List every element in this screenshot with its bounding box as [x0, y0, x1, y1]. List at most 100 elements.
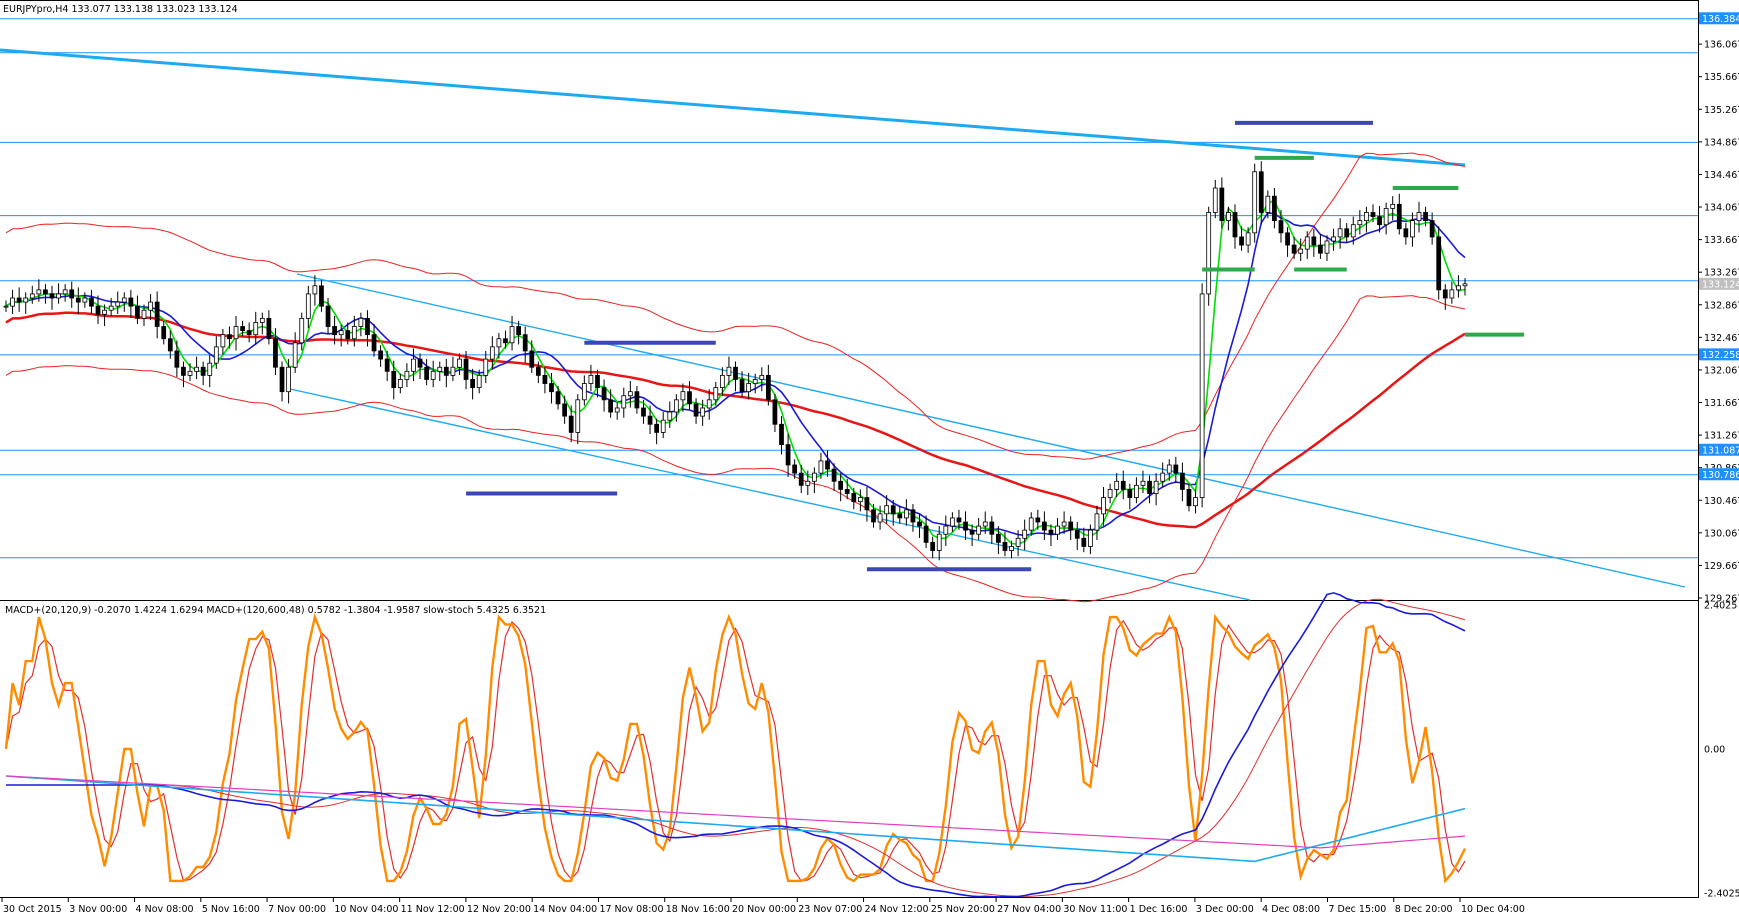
- macd-slow-signal-line: [5, 775, 1466, 849]
- candle-body: [69, 289, 75, 299]
- candle: [614, 402, 620, 420]
- candle: [43, 284, 48, 304]
- price-tag: [1699, 348, 1739, 361]
- candle-body: [220, 334, 226, 348]
- candle: [1285, 227, 1290, 257]
- candle-body: [75, 297, 81, 303]
- candle-body: [1193, 497, 1198, 507]
- macd-slow-line: [5, 775, 1466, 863]
- indicator-tick-label: 2.4025: [1704, 601, 1737, 612]
- candle: [1239, 226, 1244, 251]
- candle: [792, 459, 798, 479]
- candle: [1370, 204, 1376, 223]
- candle-body: [575, 399, 581, 433]
- candle: [207, 355, 213, 388]
- candle-body: [608, 399, 614, 413]
- candle-body: [1318, 244, 1323, 254]
- candle-body: [910, 509, 916, 523]
- candle: [411, 348, 416, 382]
- price-tick-label: 136.067: [1704, 40, 1739, 51]
- candle: [687, 381, 692, 410]
- time-tick-label: 4 Nov 08:00: [136, 904, 194, 915]
- candle-body: [1377, 216, 1382, 226]
- candle-body: [1166, 464, 1172, 474]
- candle: [246, 322, 252, 343]
- price-tag-label: 136.384: [1702, 14, 1739, 25]
- candle-body: [627, 391, 633, 397]
- candle-body: [726, 366, 732, 376]
- time-tick-label: 7 Dec 15:00: [1328, 904, 1386, 915]
- candle: [956, 509, 962, 530]
- candle-body: [595, 374, 600, 389]
- candle-body: [200, 366, 206, 376]
- candle: [1331, 228, 1336, 251]
- candle: [259, 312, 265, 335]
- candle-body: [1462, 283, 1468, 287]
- candle-body: [430, 370, 436, 380]
- candle: [673, 394, 679, 422]
- candle-body: [956, 517, 962, 523]
- candle: [1074, 522, 1080, 551]
- candle: [319, 280, 324, 312]
- candle: [75, 287, 81, 314]
- candle-body: [1002, 541, 1008, 551]
- candle: [982, 511, 988, 534]
- candle-body: [516, 326, 521, 336]
- candle-body: [673, 399, 679, 413]
- candle: [765, 364, 771, 406]
- candle-body: [365, 317, 370, 336]
- candle: [522, 326, 528, 363]
- candle: [1324, 235, 1330, 261]
- candle: [825, 450, 830, 477]
- candle: [989, 516, 995, 544]
- price-tick-label: 131.267: [1704, 431, 1739, 442]
- candle-body: [568, 415, 574, 433]
- time-tick-label: 8 Dec 20:00: [1395, 904, 1453, 915]
- candle-body: [1344, 228, 1350, 238]
- candle: [1107, 483, 1113, 504]
- candle-body: [1180, 472, 1185, 490]
- candle-body: [437, 366, 443, 372]
- candle-body: [154, 301, 160, 327]
- candle: [220, 328, 226, 355]
- candle: [1101, 486, 1106, 526]
- candle-body: [719, 374, 725, 389]
- candle-body: [825, 460, 830, 470]
- candle: [976, 517, 982, 540]
- candle-body: [811, 472, 817, 482]
- candle: [581, 375, 587, 406]
- candle-body: [273, 338, 278, 368]
- candle: [49, 285, 55, 310]
- candle-body: [417, 358, 423, 368]
- channel-upper-line: [296, 273, 1686, 588]
- candle: [746, 372, 752, 400]
- candle: [963, 511, 968, 540]
- candle-body: [1304, 236, 1310, 250]
- candle-body: [1186, 489, 1192, 507]
- candle-body: [509, 326, 515, 344]
- candle-body: [759, 374, 765, 380]
- candle: [476, 369, 482, 394]
- candle-body: [838, 480, 844, 490]
- candle: [562, 395, 567, 424]
- candle: [798, 464, 804, 494]
- candle: [253, 311, 259, 345]
- candle: [516, 320, 521, 345]
- candle-body: [1147, 480, 1152, 494]
- candle-body: [798, 472, 804, 486]
- time-tick-label: 11 Nov 12:00: [401, 904, 465, 915]
- candle: [489, 336, 495, 369]
- candle-body: [1088, 529, 1093, 547]
- candle-body: [457, 358, 462, 368]
- candle-body: [187, 370, 193, 376]
- candle: [233, 315, 239, 351]
- candle: [535, 361, 541, 384]
- candle-body: [1311, 236, 1317, 246]
- candle: [430, 360, 436, 388]
- candle: [1272, 188, 1277, 229]
- candle-body: [1416, 212, 1422, 222]
- candle-body: [463, 358, 469, 380]
- price-tick-label: 134.067: [1704, 203, 1739, 214]
- candle-body: [555, 391, 561, 405]
